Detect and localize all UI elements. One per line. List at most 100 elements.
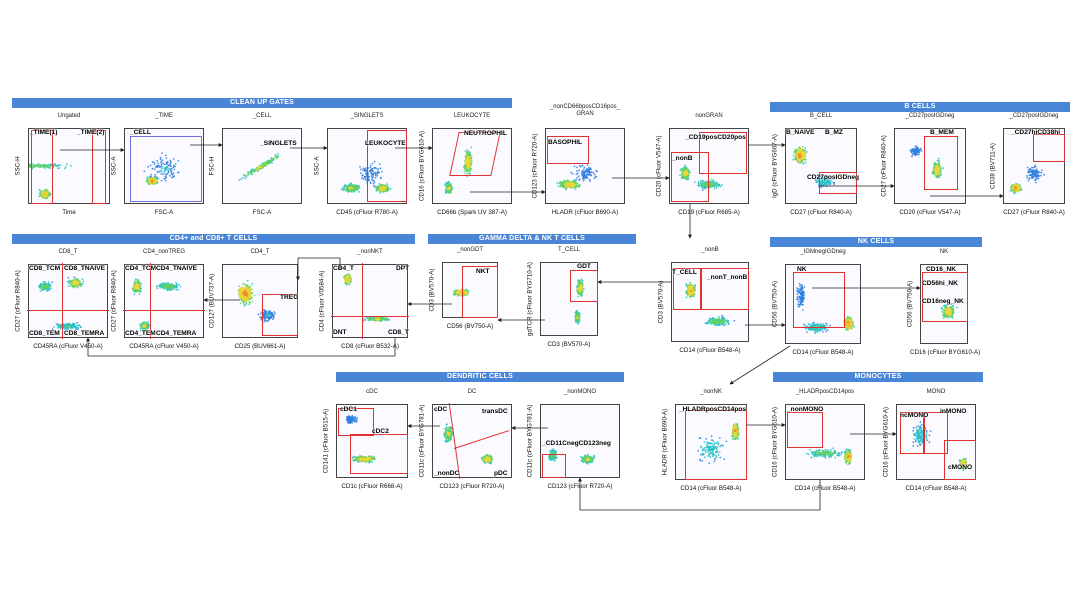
- event-dot: [687, 170, 690, 173]
- event-dot: [147, 183, 150, 185]
- event-dot: [170, 173, 173, 175]
- event-dot: [794, 148, 796, 151]
- event-dot: [262, 163, 264, 166]
- event-dot: [165, 161, 168, 164]
- gate-label: BASOPHIL: [548, 139, 583, 146]
- event-dot: [56, 325, 59, 327]
- event-dot: [160, 163, 163, 166]
- event-dot: [347, 279, 351, 282]
- event-dot: [362, 317, 365, 320]
- event-dot: [349, 188, 352, 191]
- event-dot: [43, 163, 46, 166]
- event-dot: [43, 282, 45, 285]
- event-dot: [1014, 189, 1018, 192]
- event-dot: [686, 168, 689, 171]
- event-dot: [686, 176, 689, 179]
- event-dot: [1031, 169, 1034, 172]
- event-dot: [167, 161, 169, 164]
- event-dot: [70, 324, 73, 327]
- y-axis-label: SSC-H: [14, 156, 22, 176]
- event-dot: [167, 282, 169, 284]
- event-dot: [352, 186, 355, 189]
- event-dot: [344, 184, 347, 187]
- event-dot: [470, 163, 472, 166]
- gate-label: _TIME(2): [77, 129, 105, 136]
- event-dot: [701, 189, 704, 191]
- event-dot: [588, 173, 591, 176]
- event-dot: [262, 315, 265, 317]
- event-dot: [73, 280, 77, 284]
- event-dot: [578, 169, 581, 172]
- event-dot: [44, 285, 46, 287]
- plot-title: nonGRAN: [695, 113, 723, 119]
- event-dot: [361, 174, 364, 177]
- event-dot: [350, 185, 352, 187]
- event-dot: [164, 177, 167, 180]
- event-dot: [164, 154, 167, 157]
- event-dot: [248, 298, 251, 301]
- plot-area: [28, 128, 110, 204]
- gate-basophil: [547, 136, 589, 164]
- event-dot: [250, 288, 253, 291]
- event-dot: [66, 328, 68, 330]
- event-dot: [700, 184, 702, 187]
- event-dot: [59, 164, 62, 166]
- event-dot: [1035, 181, 1037, 184]
- event-dot: [164, 175, 167, 178]
- event-dot: [167, 284, 170, 287]
- y-axis-label: CD123 (cFluor R720-A): [531, 133, 539, 199]
- event-dot: [76, 322, 79, 324]
- event-dot: [914, 150, 916, 152]
- y-axis-label: CD38 (BV711-A): [989, 143, 997, 189]
- event-dot: [1034, 164, 1036, 167]
- event-dot: [173, 285, 175, 287]
- event-dot: [172, 158, 175, 160]
- x-axis-label: CD66b (Spark UV 387-A): [437, 209, 507, 216]
- gate-cd27hicd38hi: [1033, 134, 1065, 162]
- event-dot: [143, 321, 145, 323]
- event-dot: [349, 183, 351, 186]
- event-dot: [53, 326, 55, 328]
- event-dot: [464, 155, 467, 158]
- event-dot: [51, 281, 54, 283]
- event-dot: [157, 162, 159, 164]
- event-dot: [64, 327, 67, 330]
- event-dot: [935, 166, 938, 169]
- event-dot: [577, 175, 580, 178]
- event-dot: [938, 176, 941, 179]
- gate-label: CD8_TEM: [29, 330, 60, 337]
- event-dot: [569, 183, 572, 187]
- gate-label: CD8_TEMRA: [64, 330, 105, 337]
- event-dot: [465, 160, 468, 164]
- event-dot: [57, 326, 60, 329]
- event-dot: [246, 174, 249, 176]
- event-dot: [247, 295, 251, 299]
- event-dot: [830, 176, 833, 179]
- event-dot: [593, 177, 596, 180]
- plot-leukocyte: LEUKOCYTE NEUTROPHIL CD66b (Spark UV 387…: [419, 113, 512, 216]
- event-dot: [704, 182, 707, 185]
- event-dot: [177, 283, 180, 286]
- event-dot: [386, 186, 389, 189]
- event-dot: [245, 176, 248, 178]
- event-dot: [44, 193, 48, 197]
- event-dot: [272, 313, 275, 316]
- event-dot: [162, 173, 165, 176]
- event-dot: [169, 286, 172, 289]
- event-dot: [139, 289, 141, 292]
- event-dot: [1040, 171, 1043, 174]
- event-dot: [467, 151, 470, 154]
- event-dot: [446, 184, 448, 187]
- event-dot: [146, 325, 149, 328]
- event-dot: [166, 165, 169, 168]
- event-dot: [158, 166, 161, 169]
- plot-cell: _CELL _SINGLETS FSC-A FSC-H: [209, 113, 302, 216]
- event-dot: [937, 157, 940, 160]
- x-axis-label: CD25 (BUV661-A): [234, 343, 286, 350]
- event-dot: [1027, 171, 1029, 173]
- y-axis-label: CD27 (cFluor R840-A): [880, 135, 888, 197]
- event-dot: [362, 169, 364, 172]
- event-dot: [134, 290, 136, 293]
- density-scatter: [29, 162, 72, 200]
- section-header-dc: DENDRITIC CELLS: [336, 372, 624, 382]
